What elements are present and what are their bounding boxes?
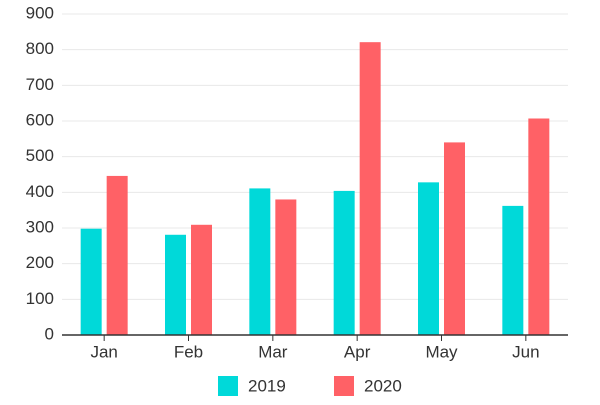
x-tick-label: Feb — [174, 342, 203, 361]
bars — [80, 42, 550, 336]
grid-lines — [62, 13, 568, 300]
x-axis-ticks: Jan Feb Mar Apr May Jun — [90, 335, 540, 361]
bar-2020-jun — [528, 118, 550, 336]
legend-swatch-2019 — [218, 376, 238, 396]
bar-2020-feb — [191, 224, 212, 335]
bar-2020-may — [444, 142, 465, 335]
y-tick-label: 600 — [26, 110, 54, 129]
x-tick-label: Jan — [90, 342, 117, 361]
y-axis-ticks: 0 100 200 300 400 500 600 700 800 900 — [26, 3, 54, 343]
x-tick-label: Apr — [344, 342, 371, 361]
x-tick-label: Mar — [258, 342, 288, 361]
bar-2019-jan — [80, 228, 102, 335]
legend-swatch-2020 — [334, 376, 354, 396]
y-tick-label: 200 — [26, 253, 54, 272]
bar-2019-jun — [502, 205, 524, 335]
bar-2019-apr — [333, 190, 355, 335]
y-tick-label: 100 — [26, 289, 54, 308]
legend-label-2019: 2019 — [248, 376, 286, 395]
y-tick-label: 500 — [26, 146, 54, 165]
bar-2020-apr — [359, 42, 381, 335]
y-tick-label: 700 — [26, 75, 54, 94]
y-tick-label: 300 — [26, 217, 54, 236]
legend: 2019 2020 — [218, 376, 402, 396]
bar-2020-mar — [275, 199, 297, 335]
x-tick-label: May — [425, 342, 458, 361]
y-tick-label: 400 — [26, 182, 54, 201]
bar-2019-may — [418, 182, 439, 335]
bar-2020-jan — [106, 175, 128, 335]
y-tick-label: 800 — [26, 39, 54, 58]
y-tick-label: 0 — [45, 324, 54, 343]
x-tick-label: Jun — [512, 342, 539, 361]
bar-2019-feb — [165, 234, 186, 335]
bar-2019-mar — [249, 188, 271, 335]
legend-label-2020: 2020 — [364, 376, 402, 395]
y-tick-label: 900 — [26, 3, 54, 22]
